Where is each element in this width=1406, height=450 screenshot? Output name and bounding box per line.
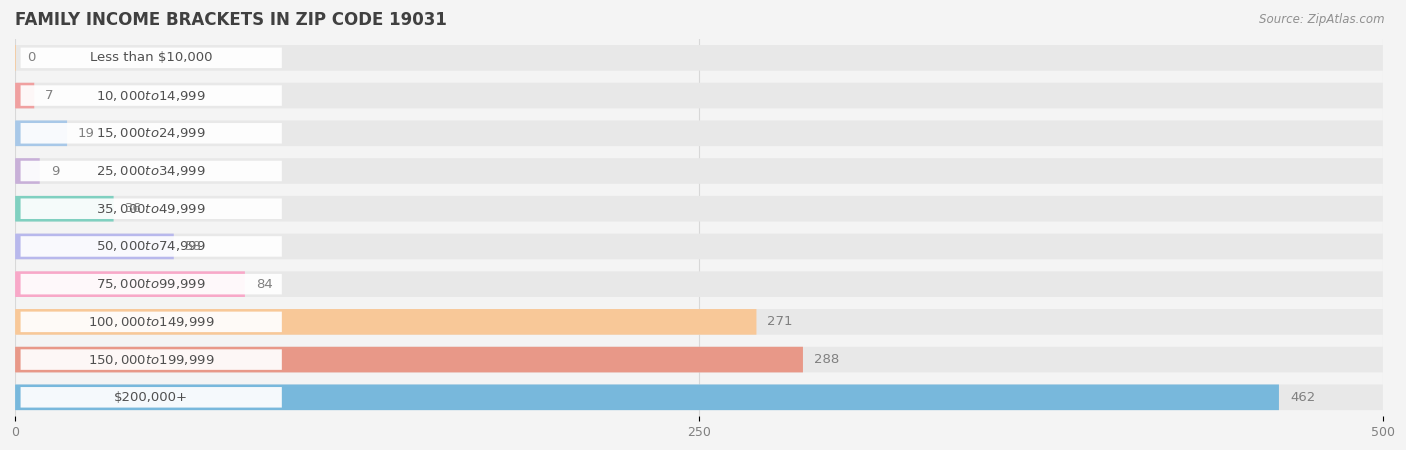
Text: 462: 462 xyxy=(1289,391,1315,404)
Text: $25,000 to $34,999: $25,000 to $34,999 xyxy=(97,164,207,178)
FancyBboxPatch shape xyxy=(15,196,1384,221)
Text: $10,000 to $14,999: $10,000 to $14,999 xyxy=(97,89,207,103)
Text: $75,000 to $99,999: $75,000 to $99,999 xyxy=(97,277,207,291)
FancyBboxPatch shape xyxy=(15,158,1384,184)
Text: 9: 9 xyxy=(51,165,59,177)
Text: $15,000 to $24,999: $15,000 to $24,999 xyxy=(97,126,207,140)
Text: 58: 58 xyxy=(184,240,201,253)
FancyBboxPatch shape xyxy=(15,309,756,335)
FancyBboxPatch shape xyxy=(21,311,281,332)
FancyBboxPatch shape xyxy=(15,234,1384,259)
FancyBboxPatch shape xyxy=(15,45,1384,71)
FancyBboxPatch shape xyxy=(15,347,1384,373)
FancyBboxPatch shape xyxy=(15,271,1384,297)
FancyBboxPatch shape xyxy=(15,83,1384,108)
FancyBboxPatch shape xyxy=(15,234,174,259)
Text: 19: 19 xyxy=(77,127,94,140)
FancyBboxPatch shape xyxy=(15,158,39,184)
FancyBboxPatch shape xyxy=(15,347,803,373)
FancyBboxPatch shape xyxy=(15,384,1279,410)
FancyBboxPatch shape xyxy=(21,349,281,370)
Text: 0: 0 xyxy=(27,51,35,64)
FancyBboxPatch shape xyxy=(15,121,1384,146)
Text: FAMILY INCOME BRACKETS IN ZIP CODE 19031: FAMILY INCOME BRACKETS IN ZIP CODE 19031 xyxy=(15,11,447,29)
FancyBboxPatch shape xyxy=(15,196,114,221)
Text: $150,000 to $199,999: $150,000 to $199,999 xyxy=(89,353,215,367)
Text: 7: 7 xyxy=(45,89,53,102)
FancyBboxPatch shape xyxy=(21,274,281,294)
FancyBboxPatch shape xyxy=(15,309,1384,335)
Text: $200,000+: $200,000+ xyxy=(114,391,188,404)
Text: 271: 271 xyxy=(768,315,793,328)
Text: Source: ZipAtlas.com: Source: ZipAtlas.com xyxy=(1260,14,1385,27)
Text: 36: 36 xyxy=(125,202,142,215)
FancyBboxPatch shape xyxy=(21,86,281,106)
FancyBboxPatch shape xyxy=(21,387,281,408)
Text: $35,000 to $49,999: $35,000 to $49,999 xyxy=(97,202,207,216)
FancyBboxPatch shape xyxy=(15,121,67,146)
Text: Less than $10,000: Less than $10,000 xyxy=(90,51,212,64)
FancyBboxPatch shape xyxy=(15,271,245,297)
FancyBboxPatch shape xyxy=(21,48,281,68)
FancyBboxPatch shape xyxy=(15,384,1384,410)
FancyBboxPatch shape xyxy=(21,236,281,256)
FancyBboxPatch shape xyxy=(21,198,281,219)
Text: $50,000 to $74,999: $50,000 to $74,999 xyxy=(97,239,207,253)
FancyBboxPatch shape xyxy=(15,83,34,108)
Text: 84: 84 xyxy=(256,278,273,291)
FancyBboxPatch shape xyxy=(21,161,281,181)
FancyBboxPatch shape xyxy=(21,123,281,144)
Text: 288: 288 xyxy=(814,353,839,366)
Text: $100,000 to $149,999: $100,000 to $149,999 xyxy=(89,315,215,329)
